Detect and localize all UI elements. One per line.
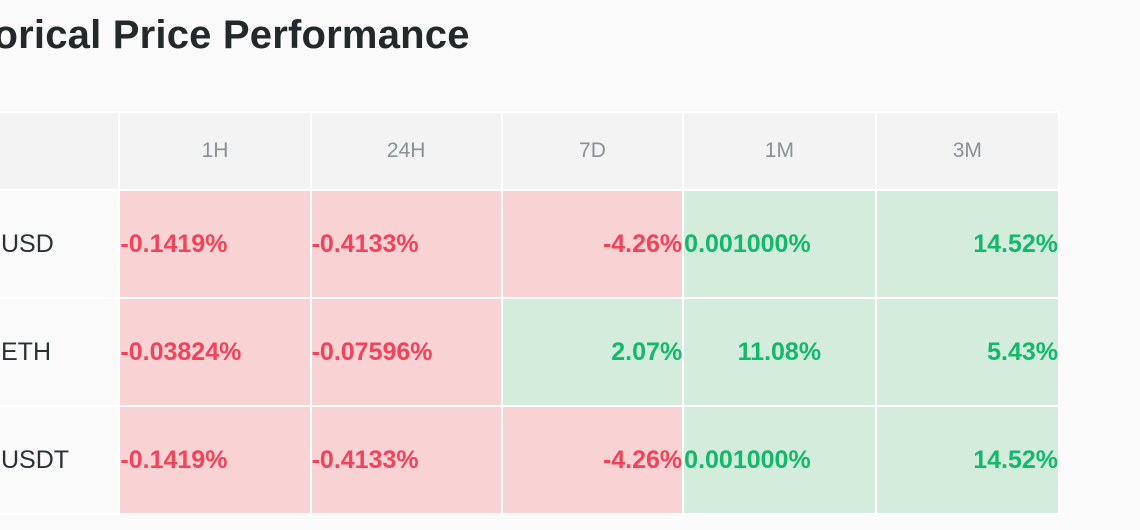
change-cell-1m: 11.08% bbox=[682, 297, 877, 407]
change-cell-1m: 0.001000% bbox=[682, 405, 877, 515]
column-header-1h: 1H bbox=[118, 111, 312, 191]
change-cell-24h: -0.4133% bbox=[309, 189, 503, 299]
change-cell-3m: 5.43% bbox=[874, 297, 1061, 407]
header-corner bbox=[0, 111, 121, 191]
change-cell-1m: 0.001000% bbox=[682, 189, 877, 299]
change-cell-1h: -0.1419% bbox=[118, 189, 312, 299]
column-header-1m: 1M bbox=[682, 111, 877, 191]
column-header-24h: 24H bbox=[309, 111, 503, 191]
column-header-3m: 3M bbox=[874, 111, 1061, 191]
change-cell-1h: -0.1419% bbox=[118, 405, 312, 515]
change-cell-3m: 14.52% bbox=[874, 405, 1061, 515]
change-cell-24h: -0.4133% bbox=[309, 405, 503, 515]
pair-label: USD bbox=[0, 189, 121, 299]
change-cell-7d: -4.26% bbox=[500, 405, 685, 515]
change-cell-7d: 2.07% bbox=[500, 297, 685, 407]
price-performance-table: 1H 24H 7D 1M 3M USD -0.1419% -0.4133% -4… bbox=[0, 111, 1061, 515]
table-row: USD -0.1419% -0.4133% -4.26% 0.001000% 1… bbox=[0, 189, 1061, 299]
change-cell-7d: -4.26% bbox=[500, 189, 685, 299]
change-cell-1h: -0.03824% bbox=[118, 297, 312, 407]
column-header-7d: 7D bbox=[500, 111, 685, 191]
table-row: ETH -0.03824% -0.07596% 2.07% 11.08% 5.4… bbox=[0, 297, 1061, 407]
change-cell-24h: -0.07596% bbox=[309, 297, 503, 407]
change-cell-3m: 14.52% bbox=[874, 189, 1061, 299]
table-header-row: 1H 24H 7D 1M 3M bbox=[0, 111, 1061, 191]
section-title: torical Price Performance bbox=[0, 13, 470, 57]
pair-label: USDT bbox=[0, 405, 121, 515]
pair-label: ETH bbox=[0, 297, 121, 407]
table-row: USDT -0.1419% -0.4133% -4.26% 0.001000% … bbox=[0, 405, 1061, 515]
